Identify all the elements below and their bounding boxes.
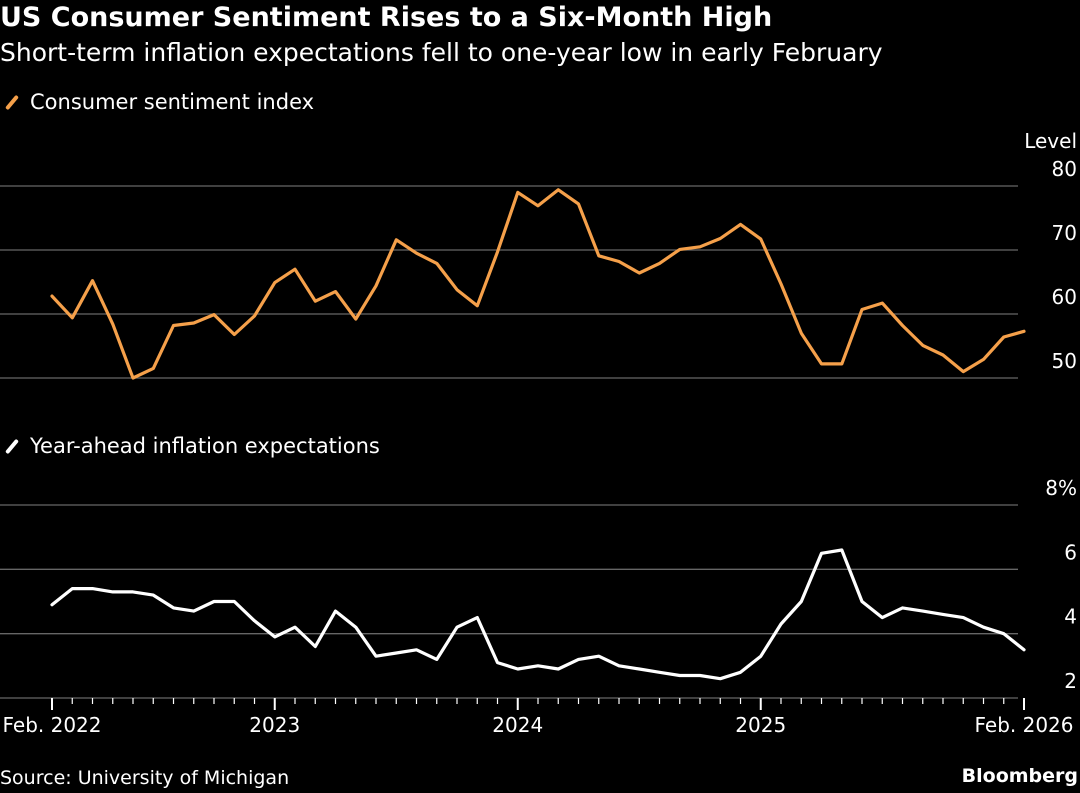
sentiment-ytick-label: 60 (1052, 285, 1077, 309)
chart-subtitle: Short-term inflation expectations fell t… (0, 38, 883, 67)
x-tick-label: Feb. 2022 (2, 713, 101, 737)
chart-title: US Consumer Sentiment Rises to a Six-Mon… (0, 2, 773, 33)
x-tick-label: 2024 (492, 713, 543, 737)
inflation-ytick-label: 8% (1045, 476, 1077, 500)
sentiment-ytick-label: 70 (1052, 221, 1077, 245)
inflation-ytick-label: 6 (1064, 540, 1077, 564)
sentiment-legend: Consumer sentiment index (4, 90, 314, 114)
x-axis: Feb. 2022 2023 2024 2025 Feb. 2026 (2, 698, 1074, 737)
x-tick-label: 2023 (249, 713, 300, 737)
sentiment-ytick-label: 80 (1052, 157, 1077, 181)
sentiment-unit-label: Level (1024, 129, 1077, 153)
sentiment-panel: 80 70 60 50 Level (0, 129, 1077, 380)
sentiment-legend-label: Consumer sentiment index (30, 90, 315, 114)
inflation-ytick-label: 4 (1064, 605, 1077, 629)
x-tick-label: Feb. 2026 (974, 713, 1073, 737)
inflation-panel: 8% 6 4 2 (0, 476, 1077, 699)
bloomberg-logo: Bloomberg (961, 765, 1078, 787)
inflation-legend: Year-ahead inflation expectations (4, 434, 380, 458)
source-note: Source: University of Michigan (0, 767, 290, 789)
inflation-legend-label: Year-ahead inflation expectations (30, 434, 380, 458)
sentiment-series-line (50, 188, 1026, 380)
inflation-ytick-label: 2 (1064, 669, 1077, 693)
sentiment-ytick-label: 50 (1052, 349, 1077, 373)
x-tick-label: 2025 (735, 713, 786, 737)
inflation-series-line (50, 548, 1026, 681)
